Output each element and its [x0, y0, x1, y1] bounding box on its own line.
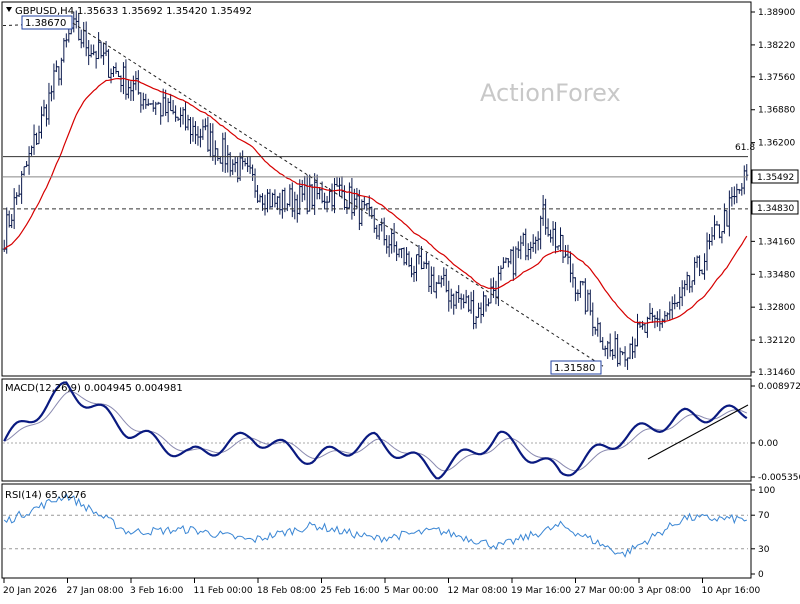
x-tick-label: 19 Mar 16:00 [511, 586, 571, 596]
rsi-line [3, 492, 747, 558]
x-tick-label: 18 Feb 08:00 [257, 586, 316, 596]
macd-signal-line [4, 391, 748, 472]
rsi-panel-frame [1, 483, 752, 579]
price-tick-label: 1.36200 [758, 139, 795, 149]
macd-panel-frame [1, 378, 752, 482]
price-tick-label: 1.32120 [758, 336, 795, 346]
rsi-layer [3, 492, 748, 558]
price-layer [2, 10, 749, 370]
price-panel-frame [1, 1, 752, 377]
macd-tick-label: 0.00 [758, 439, 778, 449]
macd-label: MACD(12,26,9) 0.004945 0.004981 [5, 383, 183, 394]
symbol-label: GBPUSD,H4 [15, 6, 74, 17]
rsi-tick-label: 70 [758, 511, 770, 521]
macd-tick-label: -0.005356 [758, 473, 800, 483]
x-tick-label: 27 Jan 08:00 [67, 586, 124, 596]
current-price-tag [751, 169, 799, 184]
watermark: ActionForex [480, 79, 621, 107]
rsi-tick-label: 100 [758, 486, 775, 496]
low-label: 1.31580 [554, 363, 595, 374]
price-tick-label: 1.33480 [758, 270, 795, 280]
price-tick-label: 1.38900 [758, 8, 795, 18]
high-label: 1.38670 [25, 18, 66, 29]
price-tick-label: 1.34160 [758, 237, 795, 247]
level-price-tag [751, 200, 799, 215]
current-price-text: 1.35492 [757, 173, 794, 183]
x-tick-label: 11 Feb 00:00 [194, 586, 253, 596]
x-tick-label: 10 Apr 16:00 [702, 586, 761, 596]
macd-tick-label: 0.008972 [758, 382, 800, 392]
price-tick-label: 1.37560 [758, 73, 795, 83]
price-tick-label: 1.36880 [758, 106, 795, 116]
x-tick-label: 12 Mar 08:00 [448, 586, 508, 596]
level-price-text: 1.34830 [757, 204, 794, 214]
rsi-tick-label: 0 [758, 570, 764, 580]
rsi-label: RSI(14) 65.0276 [5, 490, 86, 501]
macd-layer [3, 381, 749, 480]
x-tick-label: 20 Jan 2026 [3, 586, 57, 596]
rsi-tick-label: 30 [758, 545, 770, 555]
low-label-box [550, 360, 602, 375]
x-tick-label: 27 Mar 00:00 [575, 586, 635, 596]
ohlc-values: 1.35633 1.35692 1.35420 1.35492 [77, 6, 252, 17]
macd-line [3, 381, 748, 480]
fib-label: 61.8 [735, 143, 755, 153]
price-tick-label: 1.32800 [758, 303, 795, 313]
x-tick-label: 3 Feb 16:00 [130, 586, 184, 596]
macd-trendline [647, 404, 749, 460]
moving-average-line [3, 77, 748, 324]
collapse-triangle-icon[interactable] [6, 7, 12, 12]
high-label-box [21, 15, 73, 30]
x-tick-label: 5 Mar 00:00 [384, 586, 439, 596]
x-tick-label: 25 Feb 16:00 [321, 586, 380, 596]
x-tick-label: 3 Apr 08:00 [638, 586, 691, 596]
price-tick-label: 1.31460 [758, 368, 795, 378]
price-tick-label: 1.38220 [758, 41, 795, 51]
axis-layer: 1.38900 1.38220 1.37560 1.36880 1.36200 1.341… [3, 8, 800, 596]
